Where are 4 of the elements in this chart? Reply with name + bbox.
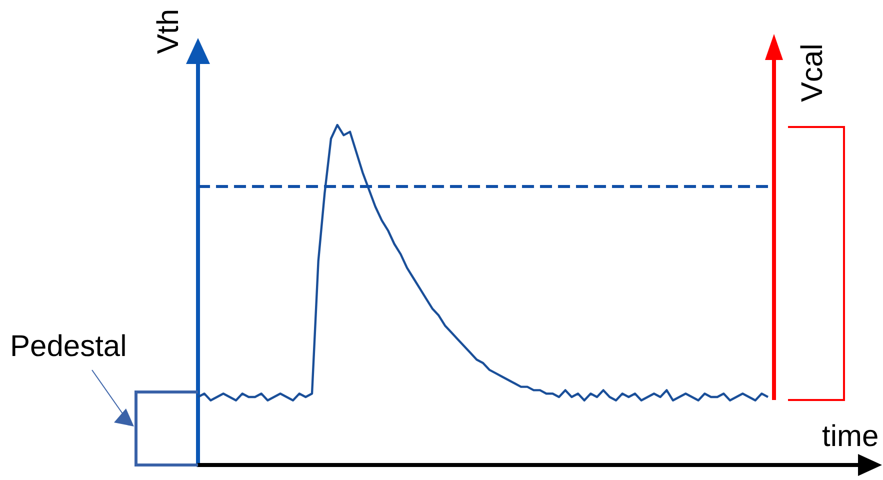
y2-axis-title: Vcal <box>796 44 830 102</box>
y-axis-title: Vth <box>152 8 186 54</box>
x-axis-title: time <box>822 420 879 454</box>
text: Pedestal <box>10 330 127 364</box>
